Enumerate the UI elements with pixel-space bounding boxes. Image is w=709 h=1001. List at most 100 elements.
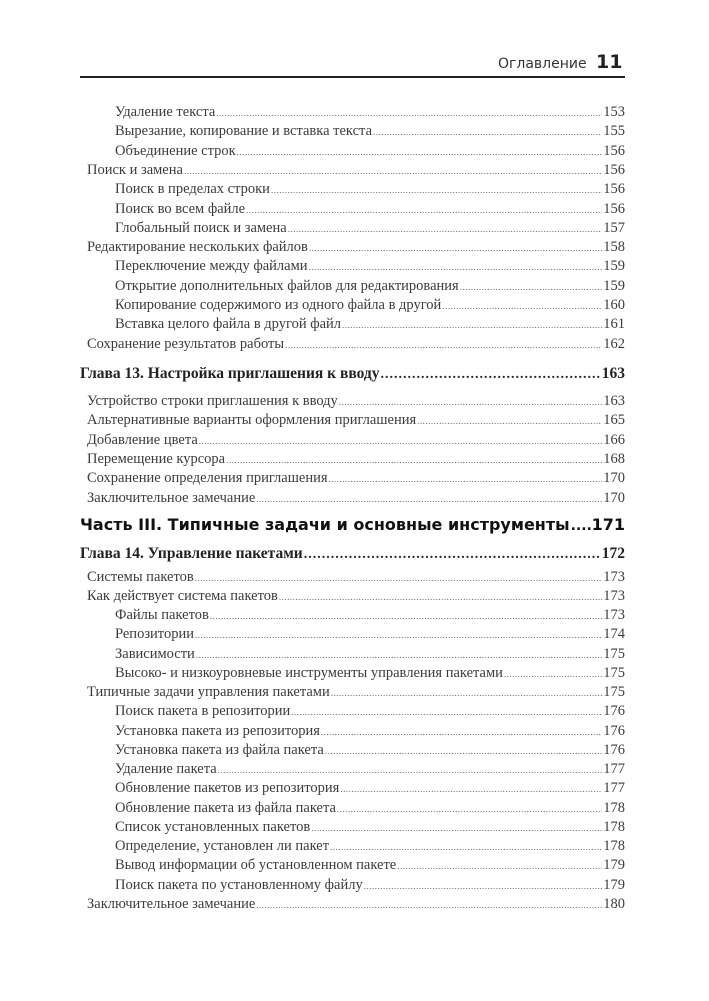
dot-leader [340, 784, 602, 794]
toc-entry[interactable]: Обновление пакета из файла пакета 178 [115, 800, 625, 819]
toc-entry-title: Поиск пакета в репозитории [115, 703, 291, 720]
toc-entry[interactable]: Заключительное замечание 180 [87, 896, 625, 915]
toc-entry-title: Перемещение курсора [87, 450, 226, 467]
toc-entry-title: Открытие дополнительных файлов для редак… [115, 277, 459, 294]
toc-entry[interactable]: Редактирование нескольких файлов 158 [87, 239, 625, 258]
toc-entry-title: Добавление цвета [87, 431, 198, 448]
toc-entry[interactable]: Репозитории 174 [115, 626, 625, 645]
toc-entry-page: 156 [603, 161, 625, 178]
toc-entry-title: Устройство строки приглашения к вводу [87, 393, 338, 409]
toc-entry-title: Поиск в пределах строки [115, 181, 270, 198]
toc-entry[interactable]: Удаление текста 153 [115, 104, 625, 123]
toc-entry[interactable]: Список установленных пакетов 178 [115, 819, 625, 838]
toc-entry[interactable]: Поиск пакета в репозитории 176 [115, 703, 625, 722]
toc-entry-title: Поиск во всем файле [115, 200, 246, 217]
toc-entry-page: 165 [603, 412, 625, 429]
dot-leader [321, 727, 602, 737]
toc-entry[interactable]: Установка пакета из репозитория 176 [115, 723, 625, 742]
toc-entry[interactable]: Удаление пакета 177 [115, 761, 625, 780]
toc-entry-page: 175 [603, 684, 625, 700]
toc-entry-page: 176 [603, 722, 625, 739]
toc-entry[interactable]: Перемещение курсора 168 [87, 451, 625, 470]
dot-leader [373, 127, 602, 137]
toc-entry[interactable]: Поиск и замена 156 [87, 162, 625, 181]
dot-leader [337, 804, 602, 814]
toc-entry-page: 172 [601, 545, 625, 562]
toc-entry[interactable]: Поиск пакета по установленному файлу 179 [115, 877, 625, 896]
toc-entry-title: Глава 14. Управление пакетами [80, 545, 303, 562]
toc-entry[interactable]: Копирование содержимого из одного файла … [115, 297, 625, 316]
toc-entry[interactable]: Устройство строки приглашения к вводу 163 [87, 393, 625, 412]
toc-entry-page: 156 [603, 142, 625, 159]
toc-chapter[interactable]: Глава 14. Управление пакетами 172 [80, 545, 625, 564]
toc-entry-page: 174 [603, 626, 625, 643]
toc-entry[interactable]: Вывод информации об установленном пакете… [115, 857, 625, 876]
toc-entry-page: 166 [603, 431, 625, 448]
toc-entry[interactable]: Заключительное замечание 170 [87, 490, 625, 509]
toc-entry[interactable]: Открытие дополнительных файлов для редак… [115, 278, 625, 297]
toc-entry-page: 157 [603, 219, 625, 236]
toc-entry[interactable]: Вставка целого файла в другой файл 161 [115, 316, 625, 335]
toc-entry-title: Репозитории [115, 626, 194, 643]
toc-entry[interactable]: Поиск в пределах строки 156 [115, 181, 625, 200]
toc-entry[interactable]: Поиск во всем файле 156 [115, 201, 625, 220]
dot-leader [397, 861, 602, 871]
toc-entry-title: Установка пакета из репозитория [115, 722, 320, 739]
toc-entry[interactable]: Зависимости 175 [115, 646, 625, 665]
toc-entry[interactable]: Вырезание, копирование и вставка текста 1… [115, 123, 625, 142]
toc-entry-title: Переключение между файлами [115, 258, 308, 275]
toc-entry-title: Объединение строк [115, 142, 236, 159]
toc-chapter[interactable]: Глава 13. Настройка приглашения к вводу 1… [80, 365, 625, 384]
toc-entry[interactable]: Файлы пакетов 173 [115, 607, 625, 626]
toc-entry-page: 162 [603, 335, 625, 352]
dot-leader [237, 147, 603, 157]
dot-leader [195, 573, 603, 583]
toc-entry[interactable]: Определение, установлен ли пакет 178 [115, 838, 625, 857]
dot-leader [271, 185, 602, 195]
toc-entry-page: 156 [603, 200, 625, 217]
toc-entry-title: Системы пакетов [87, 568, 194, 585]
toc-entry[interactable]: Высоко- и низкоуровневые инструменты упр… [115, 665, 625, 684]
toc-entry-title: Зависимости [115, 645, 195, 662]
dot-leader [460, 282, 603, 292]
toc-entry[interactable]: Как действует система пакетов 173 [87, 588, 625, 607]
toc-entry[interactable]: Сохранение результатов работы 162 [87, 336, 625, 355]
toc-entry[interactable]: Сохранение определения приглашения 170 [87, 470, 625, 489]
toc-entry[interactable]: Добавление цвета 166 [87, 432, 625, 451]
toc-entry-title: Удаление текста [115, 104, 216, 120]
header-rule [80, 76, 625, 78]
toc-entry-page: 178 [603, 818, 625, 835]
dot-leader [246, 205, 602, 215]
toc-entry-page: 168 [603, 450, 625, 467]
toc-entry[interactable]: Переключение между файлами 159 [115, 258, 625, 277]
toc-entry-title: Обновление пакета из файла пакета [115, 799, 336, 816]
toc-entry[interactable]: Установка пакета из файла пакета 176 [115, 742, 625, 761]
toc-entry[interactable]: Обновление пакетов из репозитория 177 [115, 780, 625, 799]
dot-leader [325, 746, 602, 756]
dot-leader [184, 166, 602, 176]
dot-leader [279, 592, 602, 602]
toc-entry-page: 160 [603, 297, 625, 313]
toc-entry-page: 180 [603, 895, 625, 912]
toc-entry-title: Удаление пакета [115, 761, 217, 777]
toc-entry[interactable]: Системы пакетов 173 [87, 569, 625, 588]
dot-leader [210, 611, 602, 621]
toc-entry-title: Поиск и замена [87, 161, 183, 178]
dot-leader [195, 630, 602, 640]
toc-entry-title: Установка пакета из файла пакета [115, 741, 324, 758]
toc-entry-title: Обновление пакетов из репозитория [115, 780, 340, 797]
toc-entry[interactable]: Типичные задачи управления пакетами 175 [87, 684, 625, 703]
toc-entry-page: 156 [603, 181, 625, 198]
toc-entry-title: Глава 13. Настройка приглашения к вводу [80, 365, 380, 382]
toc-entry[interactable]: Объединение строк 156 [115, 143, 625, 162]
toc-entry[interactable]: Глобальный поиск и замена 157 [115, 220, 625, 239]
toc-entry-page: 175 [603, 645, 625, 662]
dot-leader [330, 842, 602, 852]
toc-part[interactable]: Часть III. Типичные задачи и основные ин… [80, 515, 625, 537]
toc-entry-page: 177 [603, 761, 625, 777]
dot-leader [504, 669, 602, 679]
dot-leader [256, 494, 602, 504]
toc-entry[interactable]: Альтернативные варианты оформления пригл… [87, 412, 625, 431]
dot-leader [311, 823, 602, 833]
dot-leader [364, 881, 603, 891]
